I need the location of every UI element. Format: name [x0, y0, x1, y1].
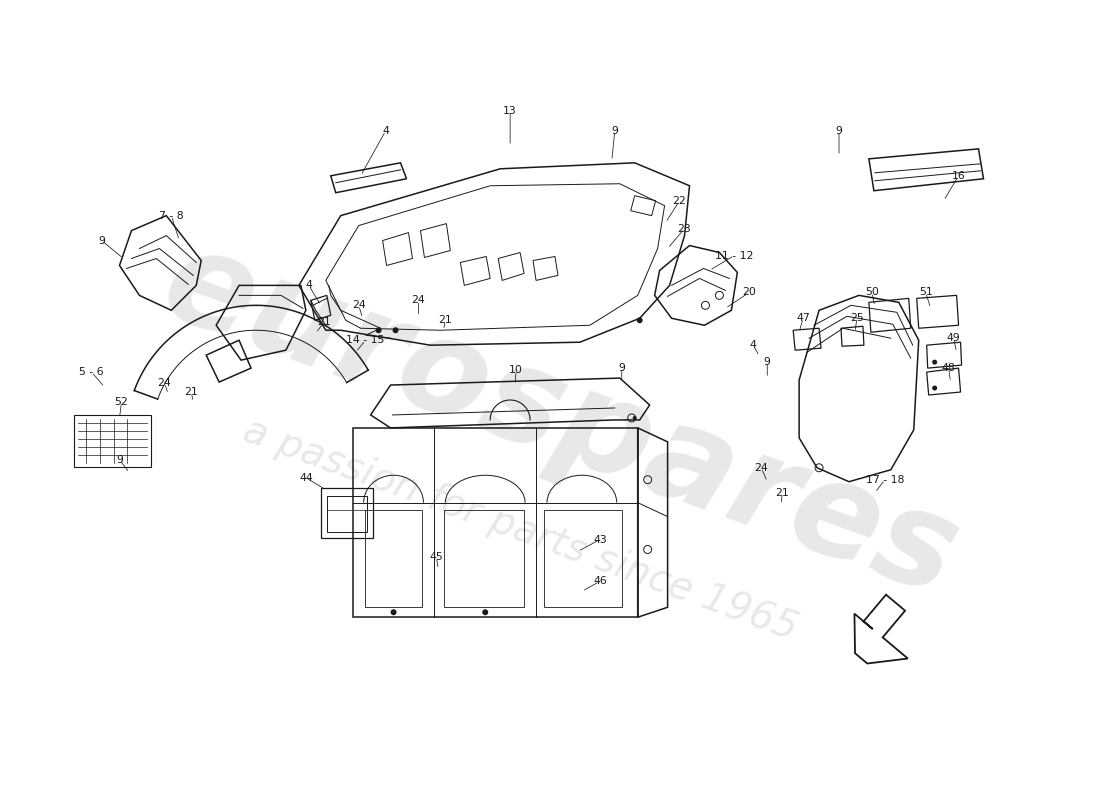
Text: 21: 21: [776, 488, 789, 498]
Text: eurospares: eurospares: [146, 218, 974, 622]
Text: 43: 43: [593, 534, 607, 545]
Text: 44: 44: [299, 473, 312, 482]
Text: 21: 21: [317, 318, 331, 327]
Text: 24: 24: [411, 295, 426, 306]
Text: 24: 24: [157, 378, 172, 388]
Text: 24: 24: [352, 300, 365, 310]
Text: 47: 47: [796, 314, 810, 323]
Text: 4: 4: [750, 340, 757, 350]
Text: 9: 9: [836, 126, 843, 136]
Text: 23: 23: [678, 223, 692, 234]
Text: 49: 49: [947, 334, 960, 343]
Text: 9: 9: [98, 235, 104, 246]
Circle shape: [932, 386, 937, 390]
Text: 9: 9: [612, 126, 618, 136]
Text: 25: 25: [850, 314, 864, 323]
Text: 5 - 6: 5 - 6: [79, 367, 103, 377]
Text: 21: 21: [185, 387, 198, 397]
Text: 50: 50: [865, 287, 879, 298]
Text: 48: 48: [942, 363, 956, 373]
Circle shape: [932, 360, 937, 365]
Text: 51: 51: [918, 287, 933, 298]
Text: 7 - 8: 7 - 8: [160, 210, 184, 221]
Text: 16: 16: [952, 170, 966, 181]
Text: 14 - 15: 14 - 15: [346, 335, 385, 346]
Text: 22: 22: [673, 196, 686, 206]
Text: 52: 52: [114, 397, 129, 407]
Text: 17 - 18: 17 - 18: [866, 474, 904, 485]
Text: 13: 13: [504, 106, 517, 116]
Text: 46: 46: [593, 576, 607, 586]
Text: 9: 9: [763, 357, 771, 367]
Text: 4: 4: [306, 280, 312, 290]
Text: 9: 9: [618, 363, 625, 373]
Circle shape: [482, 610, 488, 615]
Text: 20: 20: [742, 287, 756, 298]
Circle shape: [375, 327, 382, 334]
Text: 21: 21: [439, 315, 452, 326]
Text: 9: 9: [117, 454, 123, 465]
Text: 10: 10: [509, 365, 524, 375]
Circle shape: [390, 610, 396, 615]
Text: a passion for parts since 1965: a passion for parts since 1965: [238, 411, 803, 648]
Text: 11 - 12: 11 - 12: [715, 250, 754, 261]
Text: 4: 4: [382, 126, 389, 136]
Text: 45: 45: [429, 553, 443, 562]
Circle shape: [637, 318, 642, 323]
Text: 24: 24: [755, 462, 768, 473]
Circle shape: [632, 416, 637, 420]
Circle shape: [393, 327, 398, 334]
